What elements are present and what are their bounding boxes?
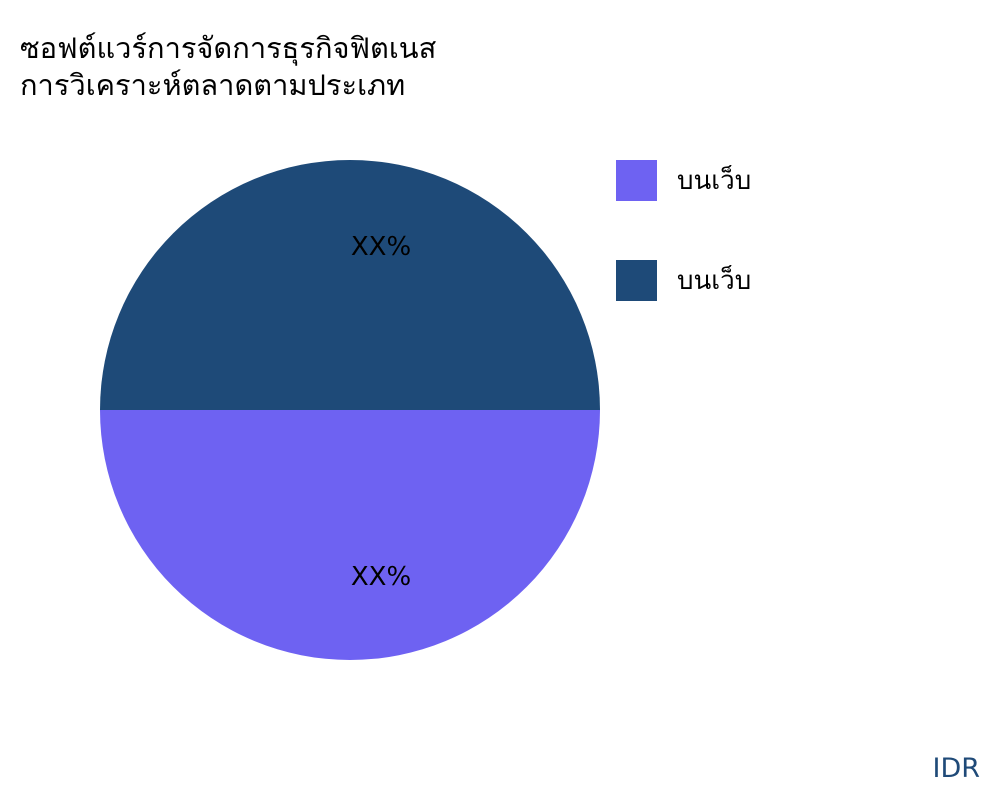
- title-line-1: ซอฟต์แวร์การจัดการธุรกิจฟิตเนส: [20, 31, 437, 65]
- brand-logo: IDR: [932, 753, 980, 784]
- chart-title: ซอฟต์แวร์การจัดการธุรกิจฟิตเนส การวิเครา…: [20, 30, 436, 104]
- legend-item-2: บนเว็บ: [616, 260, 751, 301]
- title-line-2: การวิเคราะห์ตลาดตามประเภท: [20, 68, 406, 102]
- legend-label: บนเว็บ: [677, 266, 752, 296]
- slice-label: XX%: [351, 562, 411, 592]
- legend-swatch: [616, 160, 657, 201]
- pie-slice: [100, 410, 600, 660]
- pie-slice: [100, 160, 600, 410]
- legend-swatch: [616, 260, 657, 301]
- slice-label: XX%: [351, 232, 411, 262]
- legend-item-1: บนเว็บ: [616, 160, 751, 201]
- legend-label: บนเว็บ: [677, 166, 752, 196]
